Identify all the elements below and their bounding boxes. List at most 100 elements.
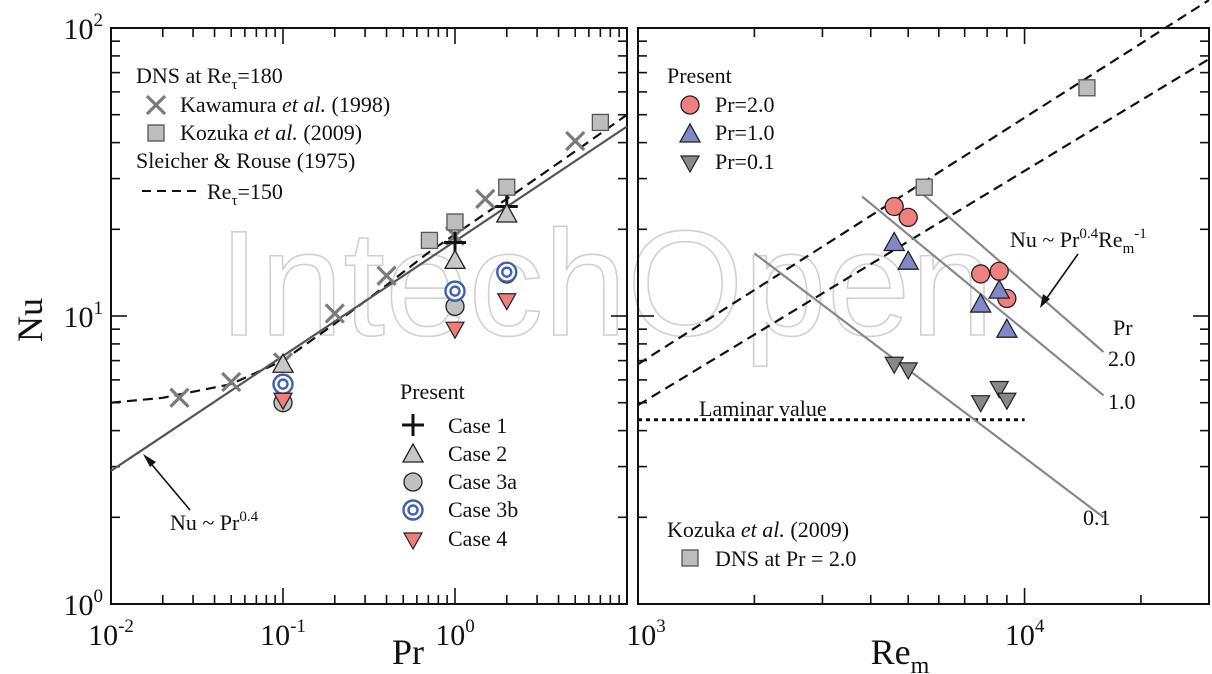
point-pr-1-0 <box>897 249 920 270</box>
point-pr-2-0 <box>989 261 1009 281</box>
right-legend-pr01: Pr=0.1 <box>715 149 774 174</box>
legend-x-icon <box>145 94 167 116</box>
point-pr-2-0 <box>884 196 904 217</box>
left-legend-ret150: Reτ=150 <box>207 179 283 209</box>
point-pr-0-1 <box>989 380 1010 399</box>
left-legend-kozuka: Kozuka et al. (2009) <box>180 120 362 145</box>
legend-double-circle-icon <box>402 499 424 521</box>
y-tick-label: 100 <box>64 586 104 622</box>
point-pr-1-0 <box>969 292 992 313</box>
legend-plus-icon <box>402 414 424 436</box>
right-legend-pr20: Pr=2.0 <box>715 92 774 117</box>
legend-marker-kawamura <box>145 94 167 116</box>
line-pr-2-0-fit <box>914 186 1105 353</box>
point-kozuka-et-al-2009- <box>420 231 439 250</box>
left-legend-dns-header: DNS at Reτ=180 <box>136 63 283 93</box>
left-y-axis-title: Nu <box>10 298 50 342</box>
point-case-3b <box>444 280 466 302</box>
point-kozuka-et-al-2009- <box>446 213 464 231</box>
laminar-value-label: Laminar value <box>699 396 827 421</box>
left-annotation-arrow <box>147 459 191 511</box>
point-pr-2-0 <box>898 207 918 228</box>
point-kawamura-et-al-1998- <box>169 387 190 408</box>
point-pr-0-1 <box>884 356 905 375</box>
point-pr-1-0 <box>988 278 1011 299</box>
point-kawamura-et-al-1998- <box>565 130 586 152</box>
point-kozuka-et-al-2009- <box>591 113 610 132</box>
point-pr-0-1 <box>898 362 919 381</box>
y-tick-label: 102 <box>64 10 104 46</box>
x-tick-label: 104 <box>1005 616 1045 652</box>
left-panel: 100 101 102 10-2 10-1 100 Nu Pr DNS at Reτ=18… <box>10 10 628 672</box>
legend-square-icon <box>147 124 165 142</box>
left-legend-case4: Case 4 <box>448 526 507 551</box>
point-pr-0-1 <box>970 395 991 413</box>
legend-circle-icon <box>680 95 700 115</box>
line-nu-pr-0-4 <box>110 125 628 472</box>
y-tick-label: 101 <box>64 298 104 334</box>
right-panel: 103 104 Rem Present Pr=2.0 Pr=1.0 Pr=0.1 … <box>626 0 1210 674</box>
point-case-3b <box>272 373 294 395</box>
left-x-axis-title: Pr <box>392 632 424 672</box>
point-pr-0-1 <box>996 392 1017 411</box>
legend-triangle-down-icon <box>679 155 701 174</box>
left-marks <box>169 113 610 413</box>
right-tick-labels: 103 104 <box>626 616 1045 652</box>
legend-triangle-down-icon <box>402 532 424 551</box>
point-case-4 <box>496 293 517 311</box>
left-legend-case3a: Case 3a <box>448 469 517 494</box>
x-tick-label: 10-1 <box>260 616 306 652</box>
point-case-2 <box>271 352 295 373</box>
point-case-2 <box>495 202 518 223</box>
pr-header-label: Pr <box>1113 315 1133 340</box>
right-marks <box>883 79 1096 413</box>
left-tick-labels: 100 101 102 10-2 10-1 100 <box>64 10 475 652</box>
left-ticks <box>110 28 628 605</box>
point-kawamura-et-al-1998- <box>475 188 496 210</box>
left-lines <box>110 113 628 472</box>
left-annotation-arrowhead <box>143 454 156 467</box>
left-annotation-nu-pr: Nu ~ Pr0.4 <box>170 509 259 535</box>
left-legend-kawamura: Kawamura et al. (1998) <box>180 92 390 117</box>
legend-triangle-icon <box>401 442 425 463</box>
right-ticks <box>637 28 1210 605</box>
point-pr-1-0 <box>883 231 906 252</box>
legend-marker-kozuka <box>147 124 165 142</box>
pr-line-label-1: 1.0 <box>1108 389 1136 414</box>
right-legend-present: Present <box>667 63 732 88</box>
left-legend-present: Present <box>400 379 465 404</box>
point-case-3b <box>496 261 518 283</box>
left-legend-case2: Case 2 <box>448 441 507 466</box>
left-legend-case3b: Case 3b <box>448 497 518 522</box>
point-case-4 <box>444 321 466 340</box>
legend-case-markers <box>401 414 425 551</box>
right-annotation-nu-pr-re: Nu ~ Pr0.4Rem-1 <box>1010 226 1147 257</box>
left-legend-case1: Case 1 <box>448 413 507 438</box>
watermark: IntechOpen <box>218 199 994 367</box>
point-pr-2-0 <box>971 264 991 284</box>
point-kawamura-et-al-1998- <box>221 371 242 393</box>
right-legend-kozuka: Kozuka et al. (2009) <box>667 517 849 542</box>
point-dns-at-pr-2-0 <box>915 178 933 196</box>
legend-circle-icon <box>403 472 423 492</box>
x-tick-label: 100 <box>435 616 475 652</box>
x-tick-label: 103 <box>626 616 666 652</box>
point-kawamura-et-al-1998- <box>324 303 345 324</box>
point-pr-1-0 <box>995 317 1018 338</box>
legend-square-icon <box>681 549 699 567</box>
line-pr-1-0-fit <box>861 195 1105 397</box>
x-tick-label: 10-2 <box>88 616 134 652</box>
right-legend-markers <box>678 95 702 567</box>
point-case-4 <box>272 392 294 411</box>
point-case-2 <box>443 249 467 270</box>
right-legend-pr10: Pr=1.0 <box>715 120 774 145</box>
right-annotation-arrowhead <box>1040 294 1050 308</box>
right-annotation-arrow <box>1043 253 1079 303</box>
point-dns-at-pr-2-0 <box>1078 79 1096 97</box>
line-pr-0-1-fit <box>753 252 1105 519</box>
legend-triangle-icon <box>678 122 702 143</box>
point-kozuka-et-al-2009- <box>498 178 516 196</box>
point-kawamura-et-al-1998- <box>376 265 397 286</box>
pr-line-label-01: 0.1 <box>1083 505 1111 530</box>
